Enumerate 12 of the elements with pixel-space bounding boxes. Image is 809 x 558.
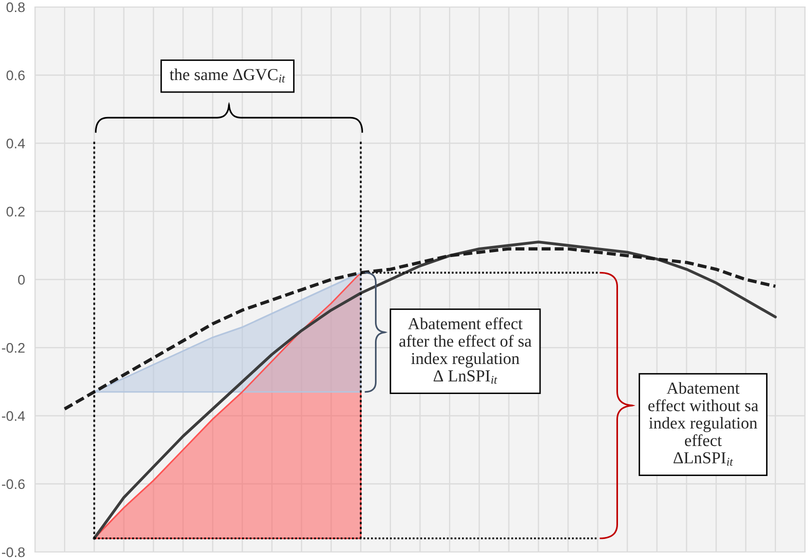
y-tick-label: -0.2 [2, 342, 25, 353]
y-tick-label: 0.6 [6, 70, 25, 80]
y-tick-label: 0.8 [6, 2, 25, 12]
annotation: Abatement effect after the effect of sa index regulation Δ LnSPI$_{it}$ [399, 317, 532, 384]
y-tick-label: -0.4 [2, 411, 25, 421]
y-tick-label: -0.8 [2, 547, 25, 558]
y-tick-label: 0.2 [6, 206, 25, 217]
annotation: Abatement effect without sa index regulation effect ΔLnSPI$_{it}$ [648, 382, 758, 466]
y-tick-label: 0 [18, 274, 25, 285]
y-tick-label: 0.4 [6, 138, 25, 148]
annotation: the same ΔGVC$_{it}$ [170, 68, 286, 82]
y-tick-label: -0.6 [2, 479, 25, 490]
